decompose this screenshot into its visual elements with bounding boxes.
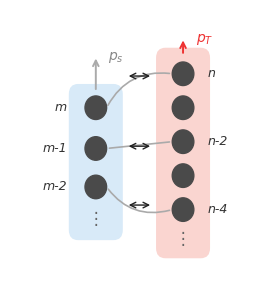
- Circle shape: [85, 175, 107, 199]
- Text: ⋮: ⋮: [87, 210, 104, 228]
- Circle shape: [85, 96, 107, 119]
- Text: n-4: n-4: [208, 203, 228, 216]
- Text: $p_s$: $p_s$: [108, 50, 124, 66]
- Circle shape: [172, 62, 194, 86]
- Text: m: m: [55, 101, 67, 114]
- Circle shape: [85, 137, 107, 160]
- Text: $p_T$: $p_T$: [196, 32, 213, 47]
- Text: m-2: m-2: [42, 181, 67, 193]
- Circle shape: [172, 164, 194, 187]
- Text: ⋮: ⋮: [175, 230, 191, 248]
- Circle shape: [172, 96, 194, 119]
- Text: m-1: m-1: [42, 142, 67, 155]
- Text: n: n: [208, 67, 216, 80]
- Circle shape: [172, 130, 194, 153]
- Text: n-2: n-2: [208, 135, 228, 148]
- FancyBboxPatch shape: [69, 84, 123, 240]
- Circle shape: [172, 198, 194, 221]
- FancyBboxPatch shape: [156, 48, 210, 258]
